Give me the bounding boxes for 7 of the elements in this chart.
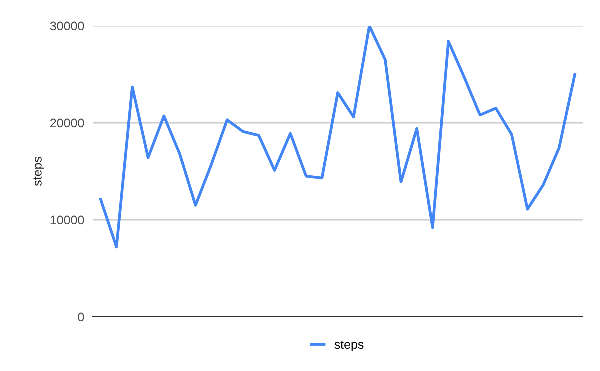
y-tick-label: 10000 xyxy=(50,216,84,225)
y-axis-title: steps xyxy=(34,157,44,186)
y-tick-label: 0 xyxy=(78,312,84,322)
line-series xyxy=(100,26,576,249)
y-tick-label: 30000 xyxy=(50,22,84,31)
legend-label: steps xyxy=(334,340,364,352)
y-tick-label: 20000 xyxy=(50,118,84,128)
